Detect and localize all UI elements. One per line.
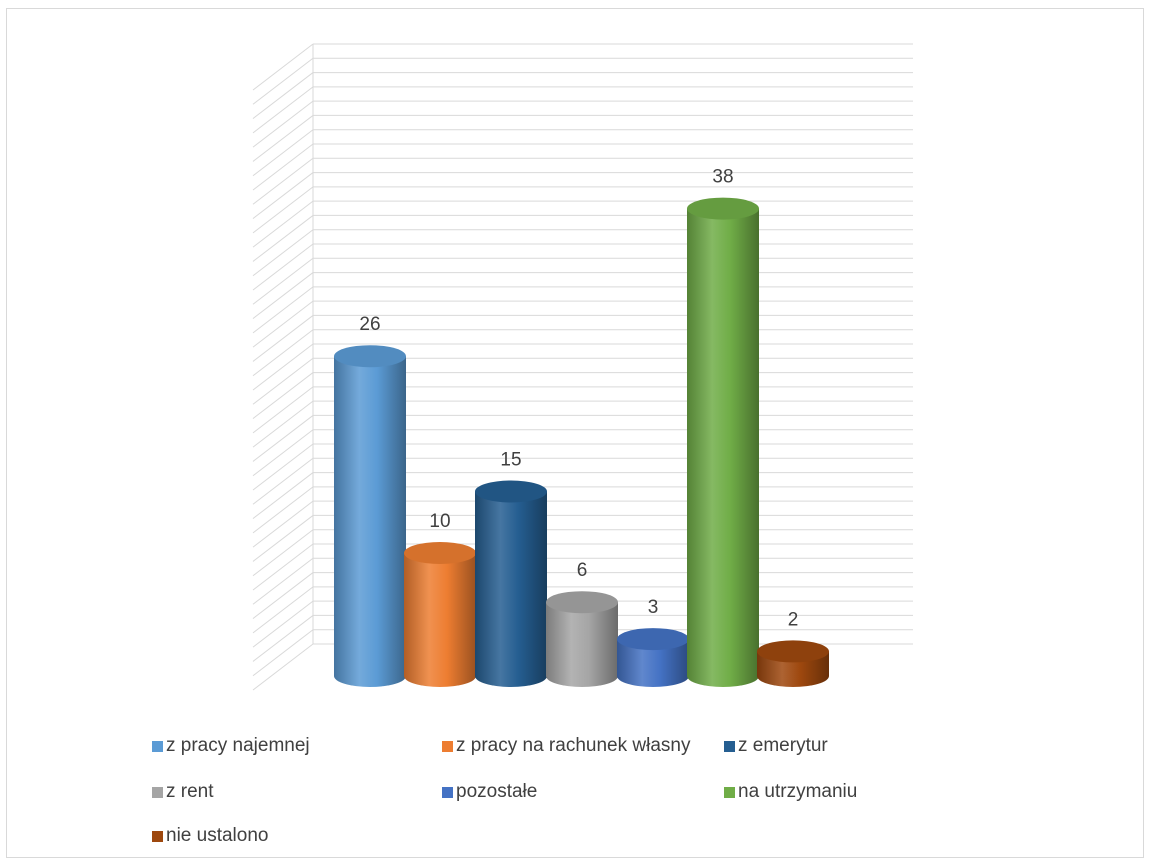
gridline [252, 72, 913, 119]
legend-label: z pracy najemnej [166, 735, 310, 756]
gridline [252, 400, 913, 448]
legend-swatch [442, 786, 453, 798]
data-labels: 26 10 15 6 3 38 2 [359, 167, 798, 631]
gridline [252, 157, 913, 205]
gridline [252, 386, 913, 434]
legend-label: z rent [166, 781, 214, 802]
gridline [252, 457, 913, 505]
gridline [252, 486, 913, 534]
legend-label: z emerytur [738, 735, 828, 756]
legend-item-z-emerytur: z emerytur [724, 734, 828, 758]
gridline [252, 343, 913, 391]
legend-swatch [152, 786, 163, 798]
gridline [252, 529, 913, 577]
gridline [252, 100, 913, 148]
legend-item-z-pracy-najemnej: z pracy najemnej [152, 734, 310, 758]
gridline [252, 57, 913, 105]
legend-swatch [724, 786, 735, 798]
legend-swatch [442, 740, 453, 752]
bar-2 [404, 542, 476, 687]
gridline [252, 314, 913, 362]
gridline [252, 143, 913, 191]
gridline [252, 357, 913, 405]
gridline [252, 214, 913, 262]
legend-item-z-pracy-na-rachunek-wlasny: z pracy na rachunek własny [442, 734, 690, 758]
bar-3 [475, 480, 547, 687]
gridline [252, 172, 913, 219]
data-label: 6 [577, 560, 588, 581]
data-label: 15 [500, 450, 521, 471]
gridline [252, 429, 913, 477]
legend-item-z-rent: z rent [152, 780, 214, 804]
gridline [252, 229, 913, 277]
legend-swatch [724, 740, 735, 752]
gridline [252, 514, 913, 562]
gridline [252, 243, 913, 291]
bars [334, 197, 829, 687]
gridline [252, 286, 913, 334]
legend-label: pozostałe [456, 781, 538, 802]
gridline [252, 414, 913, 462]
gridline [252, 200, 913, 248]
gridline [252, 500, 913, 548]
data-label: 38 [712, 167, 733, 188]
legend-label: z pracy na rachunek własny [456, 735, 691, 756]
legend-item-na-utrzymaniu: na utrzymaniu [724, 780, 857, 804]
gridline [252, 329, 913, 377]
gridline [252, 129, 913, 177]
gridline [252, 272, 913, 319]
gridline [252, 86, 913, 134]
bar-5 [617, 628, 689, 687]
legend-item-nie-ustalono: nie ustalono [152, 824, 268, 848]
data-label: 2 [788, 609, 799, 630]
gridline [252, 257, 913, 305]
legend-label: na utrzymaniu [738, 781, 858, 802]
legend-item-pozostale: pozostałe [442, 780, 537, 804]
gridline [252, 372, 913, 419]
bar-1 [334, 345, 406, 687]
data-label: 26 [359, 314, 380, 335]
gridline [252, 300, 913, 348]
legend-swatch [152, 830, 163, 842]
data-label: 10 [429, 511, 450, 532]
gridline [252, 43, 913, 91]
legend-label: nie ustalono [166, 825, 269, 846]
gridline [252, 543, 913, 591]
gridline [252, 114, 913, 162]
bar-4 [546, 591, 618, 687]
chart-frame [6, 8, 1144, 858]
gridline [252, 472, 913, 519]
bar-7 [757, 640, 829, 687]
data-label: 3 [648, 597, 659, 618]
legend-swatch [152, 740, 163, 752]
bar-6 [687, 197, 759, 687]
gridline [252, 443, 913, 491]
gridline [252, 186, 913, 234]
